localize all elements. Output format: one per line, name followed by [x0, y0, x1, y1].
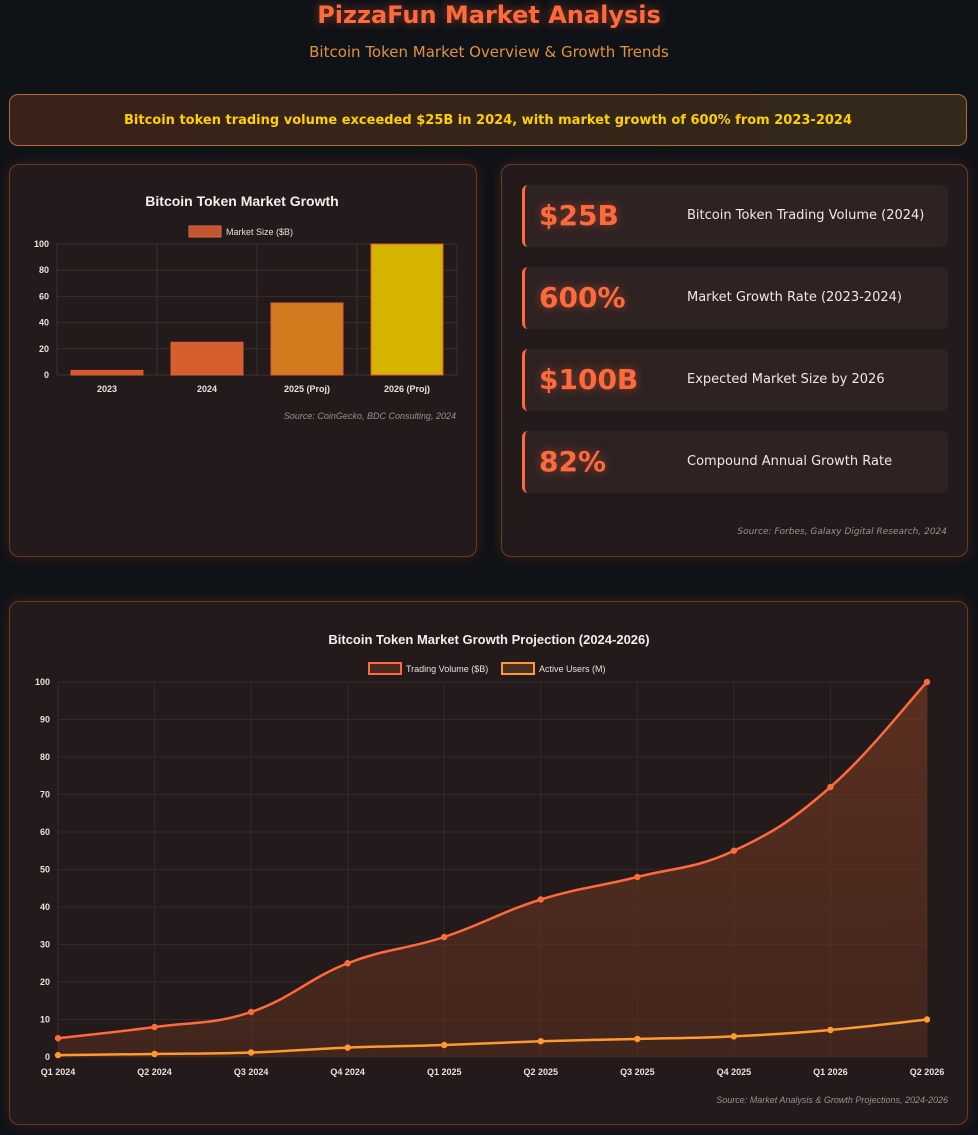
market-growth-card: Bitcoin Token Market Growth Market Size … — [9, 164, 477, 557]
stat-growth-rate: 600% Market Growth Rate (2023-2024) — [522, 267, 948, 329]
stats-source: Source: Forbes, Galaxy Digital Research,… — [737, 527, 947, 537]
legend-label-trading-volume: Trading Volume ($B) — [406, 664, 488, 674]
data-point — [344, 1044, 351, 1051]
data-point — [247, 1049, 255, 1056]
stat-value: $25B — [539, 199, 619, 232]
data-point — [827, 783, 834, 791]
stat-value: 82% — [539, 445, 607, 478]
series-line-active-users-m — [57, 1018, 928, 1057]
data-point — [827, 1026, 834, 1034]
growth-projection-card: Bitcoin Token Market Growth Projection (… — [9, 601, 968, 1125]
data-point — [537, 1038, 544, 1045]
bar-chart-grid — [56, 243, 458, 376]
data-point — [247, 1008, 255, 1016]
highlight-text: Bitcoin token trading volume exceeded $2… — [123, 112, 853, 128]
line-chart-y-axis: 0 10 20 30 40 50 60 70 80 90 100 — [35, 677, 50, 1062]
x-tick-label: 2025 (Proj) — [284, 384, 330, 394]
stat-label: Bitcoin Token Trading Volume (2024) — [687, 208, 925, 223]
y-tick-label: 100 — [35, 677, 50, 687]
x-tick-label: Q2 2026 — [910, 1067, 945, 1077]
highlight-banner: Bitcoin token trading volume exceeded $2… — [9, 94, 967, 146]
line-chart-legend: Trading Volume ($B) Active Users (M) — [368, 662, 606, 675]
data-point — [441, 1041, 448, 1049]
bar — [170, 341, 244, 376]
y-tick-label: 10 — [40, 1015, 50, 1025]
data-point — [54, 1035, 62, 1042]
stat-label: Market Growth Rate (2023-2024) — [687, 290, 902, 305]
y-tick-label: 50 — [40, 865, 50, 875]
x-tick-label: Q3 2025 — [620, 1067, 655, 1077]
x-tick-label: Q1 2024 — [41, 1067, 76, 1077]
growth-projection-line-chart: Bitcoin Token Market Growth Projection (… — [35, 632, 948, 1105]
y-tick-label: 60 — [40, 827, 50, 837]
line-chart-series — [54, 678, 931, 1059]
y-tick-label: 30 — [40, 940, 50, 950]
legend-swatch-market-size — [188, 225, 222, 238]
y-tick-label: 60 — [39, 291, 49, 301]
y-tick-label: 100 — [34, 239, 49, 249]
y-tick-label: 80 — [40, 752, 50, 762]
x-tick-label: Q2 2025 — [524, 1067, 559, 1077]
market-growth-bar-chart: Bitcoin Token Market Growth Market Size … — [34, 193, 458, 421]
data-point — [730, 847, 738, 854]
bar-chart-y-axis: 0 20 40 60 80 100 — [34, 239, 49, 380]
x-tick-label: 2024 — [197, 384, 217, 394]
legend-swatch-trading-volume — [368, 662, 402, 675]
data-point — [54, 1051, 62, 1059]
legend-label-active-users: Active Users (M) — [539, 664, 606, 674]
line-chart-x-axis: Q1 2024 Q2 2024 Q3 2024 Q4 2024 Q1 2025 Q2 20… — [41, 1067, 945, 1077]
line-chart-source: Source: Market Analysis & Growth Project… — [716, 1095, 948, 1105]
data-point — [923, 678, 931, 686]
y-tick-label: 80 — [39, 265, 49, 275]
bar — [370, 243, 444, 376]
x-tick-label: Q2 2024 — [137, 1067, 172, 1077]
data-point — [441, 933, 448, 941]
series-area-trading-volume-b — [58, 682, 927, 1057]
bar-chart-source: Source: CoinGecko, BDC Consulting, 2024 — [284, 411, 456, 421]
stat-label: Compound Annual Growth Rate — [687, 454, 893, 469]
x-tick-label: Q4 2025 — [717, 1067, 752, 1077]
bar-chart-bars — [70, 243, 444, 376]
data-point — [923, 1016, 931, 1023]
y-tick-label: 0 — [45, 1052, 50, 1062]
data-point — [634, 1035, 641, 1043]
x-tick-label: Q1 2025 — [427, 1067, 462, 1077]
x-tick-label: 2026 (Proj) — [384, 384, 430, 394]
line-chart-title: Bitcoin Token Market Growth Projection (… — [328, 632, 649, 647]
y-tick-label: 90 — [40, 715, 50, 725]
y-tick-label: 0 — [44, 370, 49, 380]
y-tick-label: 40 — [39, 318, 49, 328]
y-tick-label: 70 — [40, 790, 50, 800]
x-tick-label: 2023 — [97, 384, 117, 394]
page-title: PizzaFun Market Analysis — [317, 1, 661, 29]
page-subtitle: Bitcoin Token Market Overview & Growth T… — [309, 43, 669, 61]
data-point — [344, 960, 351, 967]
stat-label: Expected Market Size by 2026 — [687, 372, 885, 387]
bar-chart-x-axis: 2023 2024 2025 (Proj) 2026 (Proj) — [97, 384, 430, 394]
bar — [270, 302, 344, 376]
y-tick-label: 40 — [40, 902, 50, 912]
data-point — [151, 1050, 158, 1058]
data-point — [730, 1033, 738, 1040]
stat-cagr: 82% Compound Annual Growth Rate — [522, 431, 948, 493]
y-tick-label: 20 — [40, 977, 50, 987]
bar — [70, 369, 144, 376]
bar-chart-legend: Market Size ($B) — [188, 225, 293, 238]
legend-label-market-size: Market Size ($B) — [226, 227, 293, 237]
bar-chart-title: Bitcoin Token Market Growth — [145, 193, 338, 209]
series-line-trading-volume-b — [57, 681, 928, 1040]
data-point — [634, 873, 641, 881]
stat-trading-volume: $25B Bitcoin Token Trading Volume (2024) — [522, 185, 948, 247]
stat-value: 600% — [539, 281, 626, 314]
x-tick-label: Q4 2024 — [330, 1067, 365, 1077]
legend-swatch-active-users — [501, 662, 535, 675]
x-tick-label: Q1 2026 — [813, 1067, 848, 1077]
stat-expected-market-size: $100B Expected Market Size by 2026 — [522, 349, 948, 411]
data-point — [151, 1023, 158, 1031]
key-stats-card: $25B Bitcoin Token Trading Volume (2024)… — [501, 164, 968, 557]
x-tick-label: Q3 2024 — [234, 1067, 269, 1077]
stat-value: $100B — [539, 363, 639, 396]
y-tick-label: 20 — [39, 344, 49, 354]
data-point — [537, 896, 544, 903]
